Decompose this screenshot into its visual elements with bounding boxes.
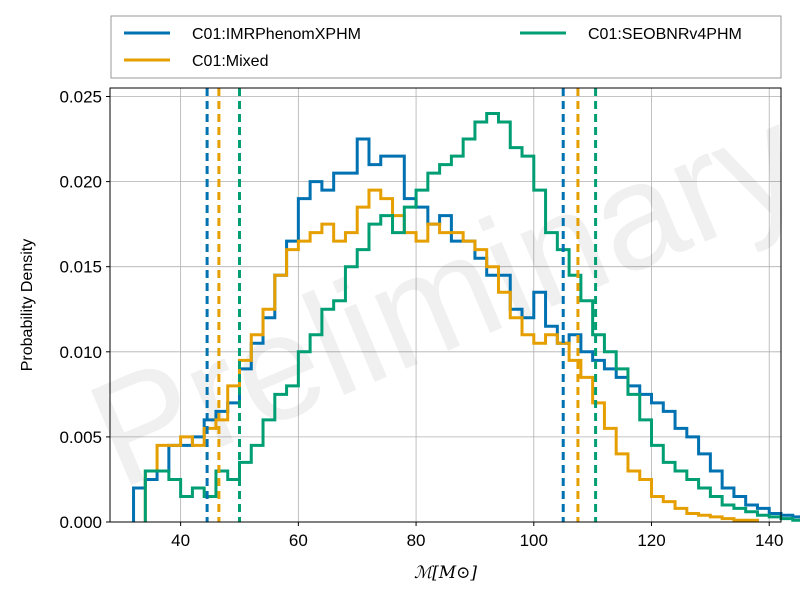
histogram-series-2 [143, 112, 800, 522]
x-tick-label: 60 [289, 531, 308, 550]
x-tick-label: 100 [520, 531, 548, 550]
legend-label: C01:IMRPhenomXPHM [192, 26, 361, 43]
y-tick-label: 0.000 [59, 513, 102, 532]
x-axis-ticks: 40 60 80 100 120 140 [171, 522, 783, 550]
y-tick-label: 0.010 [59, 343, 102, 362]
y-tick-label: 0.015 [59, 258, 102, 277]
histogram-series-0 [132, 137, 800, 522]
credible-interval-lines [205, 88, 598, 522]
y-tick-label: 0.020 [59, 173, 102, 192]
legend-label: C01:SEOBNRv4PHM [588, 26, 742, 43]
x-axis-label: ℳ[M⊙] [414, 563, 477, 583]
legend: C01:IMRPhenomXPHM C01:Mixed C01:SEOBNRv4PH… [110, 15, 782, 79]
watermark: Preliminary [67, 72, 800, 520]
legend-box [110, 15, 782, 79]
x-tick-label: 80 [407, 531, 426, 550]
y-tick-label: 0.005 [59, 428, 102, 447]
plot-frame [109, 87, 782, 523]
y-axis-ticks: 0.000 0.005 0.010 0.015 0.020 0.025 [59, 88, 110, 532]
x-tick-label: 120 [637, 531, 665, 550]
legend-label: C01:Mixed [192, 53, 268, 70]
x-tick-label: 140 [755, 531, 783, 550]
x-tick-label: 40 [171, 531, 190, 550]
y-tick-label: 0.025 [59, 88, 102, 107]
histogram-series [132, 112, 800, 522]
y-axis-label: Probability Density [19, 239, 36, 372]
histogram-series-1 [143, 188, 759, 522]
watermark-text: Preliminary [67, 72, 800, 520]
